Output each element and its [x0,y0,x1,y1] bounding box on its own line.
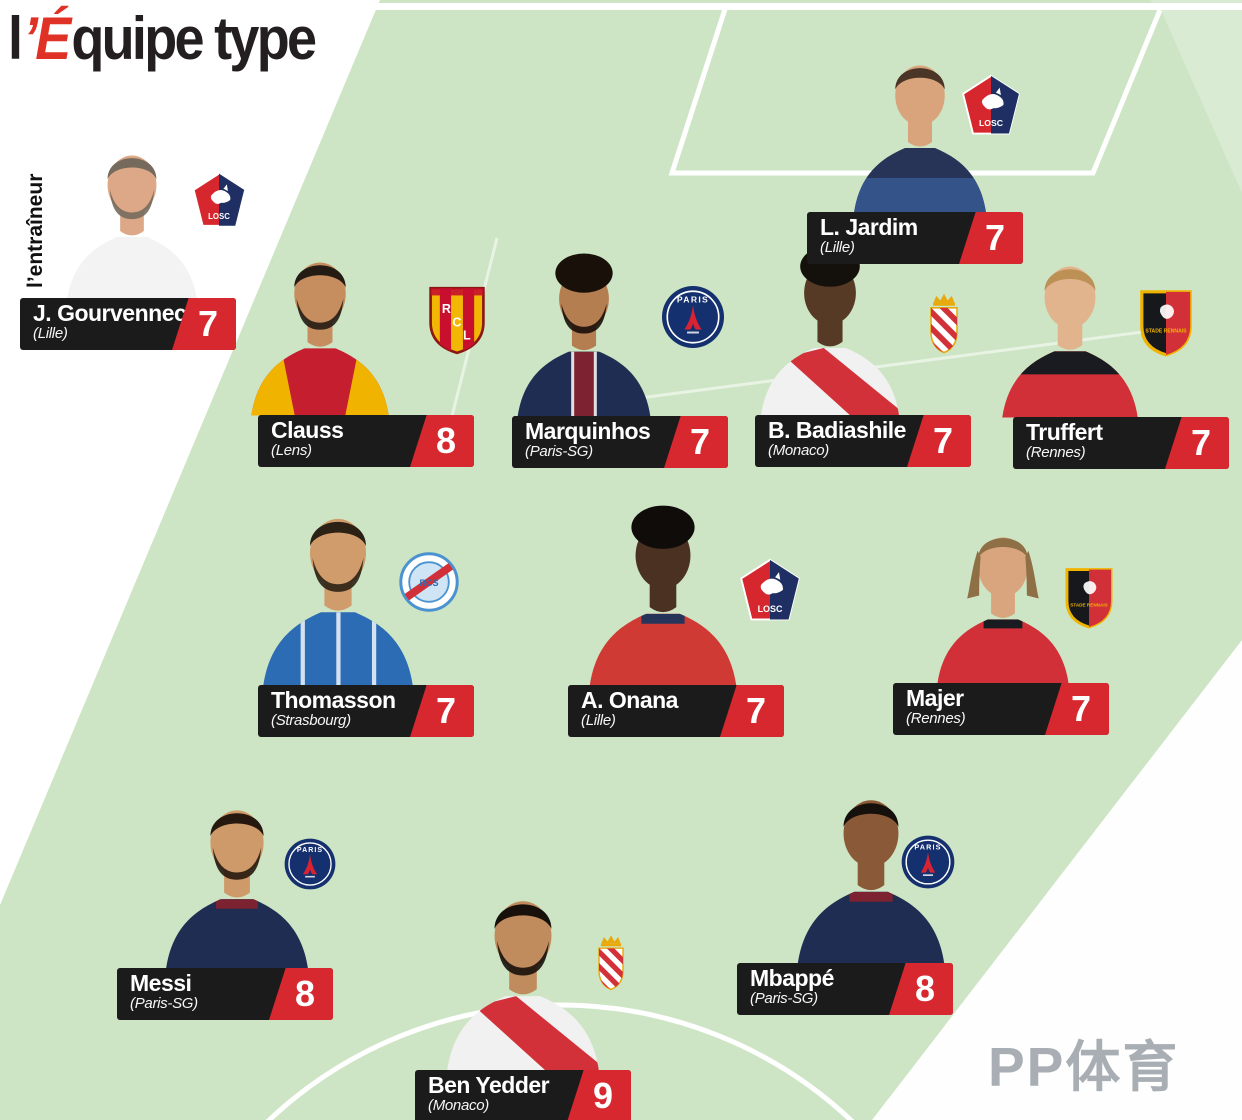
player-club: (Paris-SG) [130,995,198,1013]
player-name: Marquinhos [525,418,651,444]
player-plate: A. Onana (Lille) 7 [568,685,784,737]
top-right-light-band [1150,0,1242,193]
player-photo [503,243,665,418]
bottom-right-white-wedge [872,640,1242,1120]
rcl-badge-icon [424,284,490,357]
player-rating: 9 [567,1070,631,1120]
psg-badge-icon [283,837,337,891]
player-photo [143,783,331,970]
player-club: (Strasbourg) [271,712,351,730]
title-rest: quipe type [71,5,317,72]
player-plate: Mbappé (Paris-SG) 8 [737,963,953,1015]
losc-badge-icon [738,558,802,622]
player-club: (Paris-SG) [525,443,593,461]
player-name: Clauss [271,417,344,443]
player-plate: Truffert (Rennes) 7 [1013,417,1229,469]
page-title: l’Équipe type [8,4,317,73]
player-photo [918,512,1088,685]
player-photo [993,238,1147,419]
player-rating: 7 [410,685,474,737]
player-name: Messi [130,970,192,996]
player-name: B. Badiashile [768,417,906,443]
player-name: Truffert [1026,419,1103,445]
player-photo [420,872,626,1072]
rcs-badge-icon [399,552,459,612]
monaco-badge-icon [918,288,970,364]
player-club: (Lille) [33,325,68,343]
monaco-badge-icon [587,930,635,1000]
player-name: J. Gourvennec [33,300,187,326]
losc-badge-icon [191,172,247,228]
pp-sport-watermark: PP体育 [988,1036,1180,1098]
psg-badge-icon [660,284,726,350]
player-plate: B. Badiashile (Monaco) 7 [755,415,971,467]
player-club: (Rennes) [1026,444,1086,462]
losc-badge-icon [960,74,1022,136]
player-club: (Monaco) [428,1097,489,1115]
player-rating: 7 [172,298,236,350]
player-photo [252,490,424,687]
player-plate: Thomasson (Strasbourg) 7 [258,685,474,737]
title-l: l [8,5,23,72]
player-photo [780,772,962,965]
player-club: (Monaco) [768,442,829,460]
player-photo [845,20,995,214]
player-plate: Ben Yedder (Monaco) 9 [415,1070,631,1120]
rennes-badge-icon [1060,566,1118,630]
coach-section-label: l’entraîneur [24,173,47,288]
player-club: (Rennes) [906,710,966,728]
player-club: (Lille) [820,239,855,257]
title-e-logo: ’É [23,5,71,72]
pitch-top-line [360,3,1242,10]
player-photo [58,112,206,302]
player-name: Ben Yedder [428,1072,550,1098]
player-club: (Lens) [271,442,312,460]
player-name: Mbappé [750,965,834,991]
player-plate: Messi (Paris-SG) 8 [117,968,333,1020]
player-plate: L. Jardim (Lille) 7 [807,212,1023,264]
player-club: (Lille) [581,712,616,730]
player-rating: 8 [410,415,474,467]
player-name: Majer [906,685,964,711]
player-plate: J. Gourvennec (Lille) 7 [20,298,236,350]
rennes-badge-icon [1134,288,1198,358]
player-name: Thomasson [271,687,396,713]
player-photo [572,494,754,687]
player-plate: Majer (Rennes) 7 [893,683,1109,735]
top-left-white-wedge [0,0,380,905]
player-club: (Paris-SG) [750,990,818,1008]
psg-badge-icon [900,834,956,890]
player-photo [242,235,398,417]
player-name: L. Jardim [820,214,918,240]
player-name: A. Onana [581,687,678,713]
player-rating: 7 [1045,683,1109,735]
player-rating: 8 [889,963,953,1015]
player-plate: Marquinhos (Paris-SG) 7 [512,416,728,468]
player-plate: Clauss (Lens) 8 [258,415,474,467]
centre-circle-line [265,1002,855,1120]
